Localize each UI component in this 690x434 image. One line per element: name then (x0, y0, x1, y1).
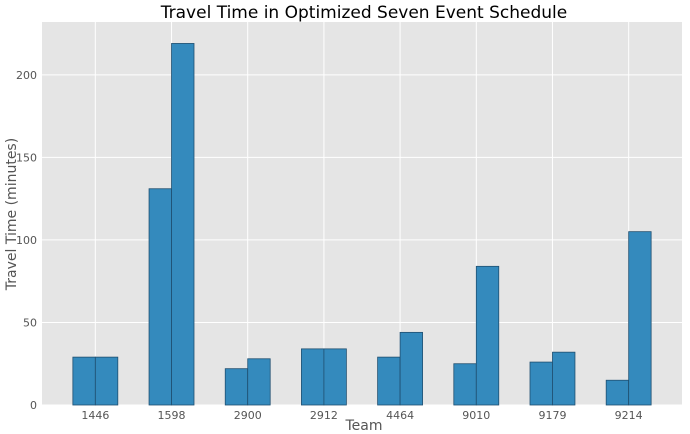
x-tick-labels: 1446 1598 2900 2912 4464 9010 9179 9214 (81, 409, 642, 422)
bar-9010-2 (475, 265, 500, 406)
bar-2900-2 (247, 358, 271, 406)
y-tick-labels: 0 50 100 150 200 (16, 69, 37, 412)
bar-4464-1 (377, 356, 401, 406)
bar-2912-1 (301, 348, 325, 406)
x-tick-label: 9010 (462, 409, 490, 422)
bars (72, 43, 652, 406)
plot-background (42, 22, 682, 405)
bar-9214-1 (605, 379, 630, 406)
x-tick-label: 9179 (538, 409, 566, 422)
y-axis-label: Travel Time (minutes) (4, 138, 20, 291)
x-tick-label: 2900 (234, 409, 262, 422)
y-tick-label: 150 (16, 151, 37, 164)
y-tick-label: 200 (16, 69, 37, 82)
y-tick-label: 50 (23, 316, 37, 329)
x-tick-label: 2912 (310, 409, 338, 422)
bar-2900-1 (224, 368, 249, 406)
bar-4464-2 (399, 331, 423, 406)
x-tick-label: 1598 (158, 409, 186, 422)
y-tick-label: 0 (30, 399, 37, 412)
x-axis-label: Team (344, 418, 382, 434)
bar-9010-1 (453, 363, 477, 406)
x-tick-label: 1446 (81, 409, 109, 422)
chart-title: Travel Time in Optimized Seven Event Sch… (160, 3, 567, 23)
x-tick-label: 4464 (386, 409, 414, 422)
bar-9179-1 (529, 361, 553, 406)
x-tick-label: 9214 (615, 409, 643, 422)
bar-1598-1 (148, 188, 172, 406)
bar-1446-2 (94, 356, 119, 406)
bar-2912-2 (323, 348, 347, 406)
bar-1598-2 (171, 43, 195, 406)
bar-9214-2 (628, 231, 652, 406)
bar-9179-2 (552, 351, 576, 406)
bar-1446-1 (72, 356, 96, 406)
y-tick-label: 100 (16, 234, 37, 247)
